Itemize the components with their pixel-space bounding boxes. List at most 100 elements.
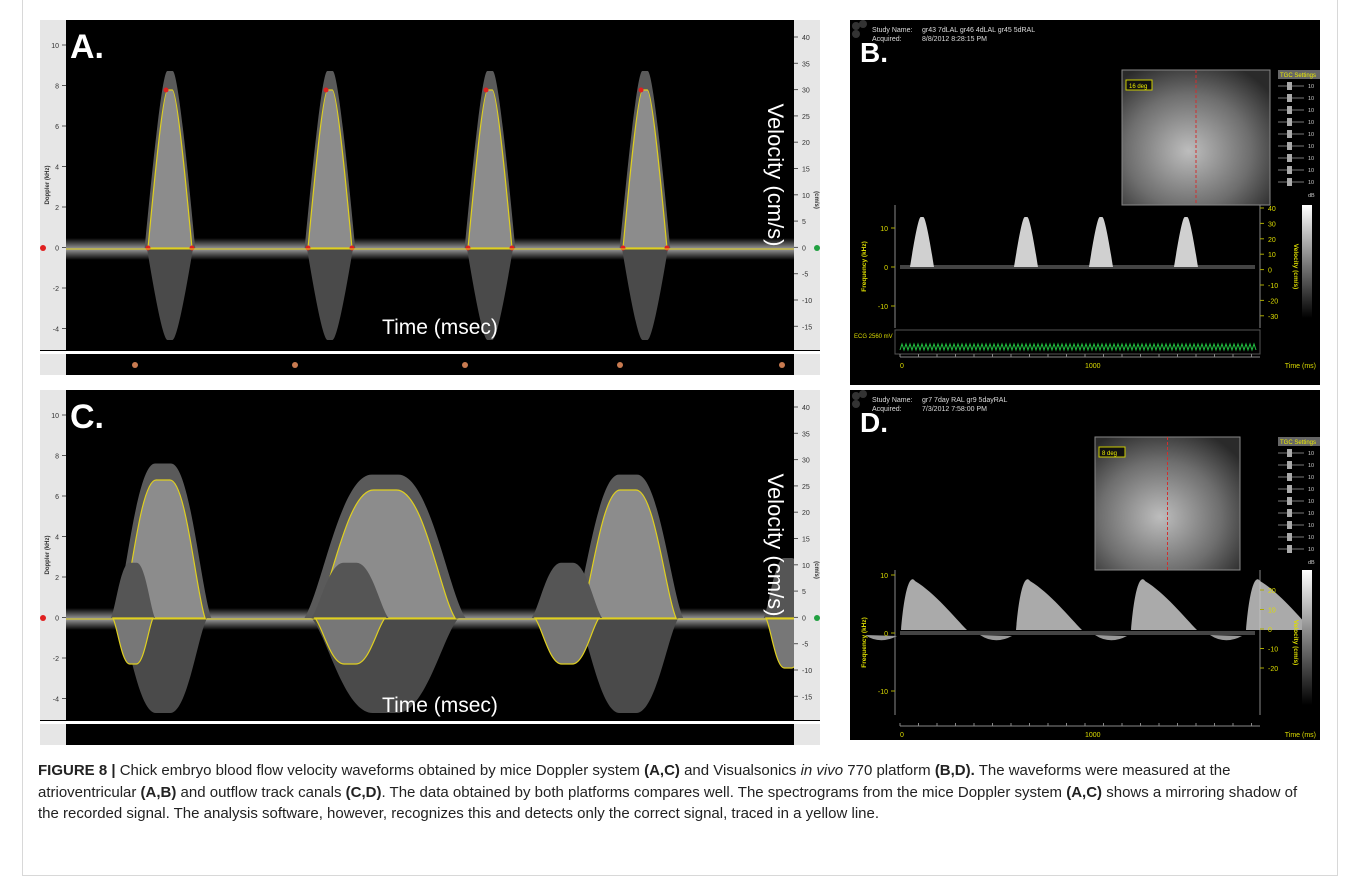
left-tick-label: -10	[878, 689, 888, 696]
left-tick-label: 2	[55, 205, 59, 212]
signal	[865, 635, 897, 641]
tgc-unit: dB	[1308, 193, 1315, 199]
trace-point	[831, 246, 836, 251]
signal	[1089, 217, 1113, 267]
left-tick-label: 10	[880, 226, 888, 233]
tgc-knob	[1287, 106, 1292, 114]
signal	[148, 90, 192, 248]
left-tick-label: 0	[884, 631, 888, 638]
noise-band	[900, 631, 1255, 635]
right-tick-label: 0	[802, 245, 806, 252]
tgc-knob	[1287, 509, 1292, 517]
right-tick-label: -20	[1268, 298, 1278, 305]
trace	[313, 617, 387, 665]
right-tick-label: 30	[802, 458, 810, 465]
right-tick-label: 40	[1268, 206, 1276, 213]
right-tick-label: 30	[1268, 221, 1276, 228]
tgc-value: 10	[1308, 144, 1314, 150]
study-name: gr43 7dLAL gr46 4dLAL gr45 5dRAL	[922, 27, 1035, 34]
mirror-shadow	[763, 558, 794, 618]
signal	[535, 618, 599, 664]
trace-point	[638, 87, 644, 93]
tgc-knob	[1287, 142, 1292, 150]
x-axis-title: Time (ms)	[1285, 732, 1316, 739]
signal	[980, 635, 1012, 641]
velocity-label: Velocity (cm/s)	[763, 473, 788, 616]
acquired-label: Acquired:	[872, 406, 902, 413]
caption-part: Chick embryo blood flow velocity wavefor…	[115, 762, 645, 779]
signal	[910, 217, 934, 267]
tgc-value: 10	[1308, 108, 1314, 114]
trace-point	[349, 245, 355, 251]
caption-part: and Visualsonics	[679, 762, 801, 779]
time-label: Time (msec)	[382, 316, 498, 339]
acquired: 7/3/2012 7:58:00 PM	[922, 406, 987, 413]
signal	[1200, 579, 1312, 630]
signal	[580, 490, 676, 618]
heart-marker	[779, 362, 785, 368]
right-axis-title: Velocity (cm/s)	[1292, 244, 1299, 290]
tgc-value: 10	[1308, 168, 1314, 174]
tgc-unit: dB	[1308, 560, 1315, 566]
heart-marker	[292, 362, 298, 368]
tgc-knob	[1287, 485, 1292, 493]
tgc-knob	[1287, 130, 1292, 138]
logo-dot	[852, 22, 860, 30]
caption-part: and outflow track canals	[176, 783, 346, 801]
caption-part: 770 platform	[843, 762, 935, 779]
marker	[814, 615, 820, 621]
left-tick-label: 10	[51, 413, 59, 420]
heart-marker	[617, 362, 623, 368]
trace	[765, 617, 794, 669]
right-tick-label: 20	[802, 140, 810, 147]
logo-dot	[852, 392, 860, 400]
trace-point	[620, 245, 626, 251]
left-tick-label: 6	[55, 124, 59, 131]
tgc-value: 10	[1308, 180, 1314, 186]
tgc-knob	[1287, 166, 1292, 174]
tgc-knob	[1287, 473, 1292, 481]
caption-part: (B,D).	[934, 762, 975, 779]
mirror-shadow	[146, 248, 194, 340]
right-tick-label: -5	[802, 642, 808, 649]
right-axis-title: (cm/s)	[813, 561, 819, 579]
left-tick-label: 6	[55, 494, 59, 501]
mirror-shadow	[466, 248, 514, 340]
signal	[1085, 579, 1197, 630]
x-axis-title: Time (ms)	[1285, 363, 1316, 370]
signal	[315, 618, 385, 664]
tgc-value: 10	[1308, 451, 1314, 457]
signal	[623, 90, 667, 248]
figure: 1086420-2-44035302520151050-5-10-15Doppl…	[40, 20, 1320, 745]
tgc-value: 10	[1308, 499, 1314, 505]
figure-caption: FIGURE 8 | Chick embryo blood flow veloc…	[38, 760, 1318, 825]
right-tick-label: 5	[802, 219, 806, 226]
left-tick-label: 0	[884, 265, 888, 272]
trace-point	[509, 245, 515, 251]
doppler-panel: 1086420-2-44035302520151050-5-10-15Doppl…	[40, 20, 836, 375]
right-tick-label: 5	[802, 589, 806, 596]
left-tick-label: 2	[55, 575, 59, 582]
left-tick-label: 10	[880, 573, 888, 580]
left-tick-label: -10	[878, 304, 888, 311]
right-tick-label: 40	[802, 405, 810, 412]
left-axis-title: Doppler (kHz)	[45, 165, 51, 204]
signal	[1210, 635, 1242, 641]
spectrogram	[66, 463, 794, 713]
doppler-panel: 1086420-2-44035302520151050-5-10-15Doppl…	[40, 390, 820, 745]
right-tick-label: -10	[1268, 283, 1278, 290]
figure-frame	[22, 0, 1338, 876]
tgc-header	[1278, 70, 1320, 79]
left-tick-label: 0	[55, 246, 59, 253]
tgc-value: 10	[1308, 156, 1314, 162]
right-tick-label: 25	[802, 484, 810, 491]
visualsonics-panel: Study Name: gr7 7day RAL gr9 5dayRAL Acqui…	[850, 390, 1320, 740]
visualsonics-panel: Study Name: gr43 7dLAL gr46 4dLAL gr45 5d…	[850, 20, 1320, 385]
left-tick-label: -2	[53, 656, 59, 663]
tgc-knob	[1287, 533, 1292, 541]
tgc-value: 10	[1308, 487, 1314, 493]
left-strip	[40, 20, 66, 350]
right-tick-label: 10	[1268, 252, 1276, 259]
caption-part: The waveforms were measured at the atrio…	[38, 762, 1231, 801]
